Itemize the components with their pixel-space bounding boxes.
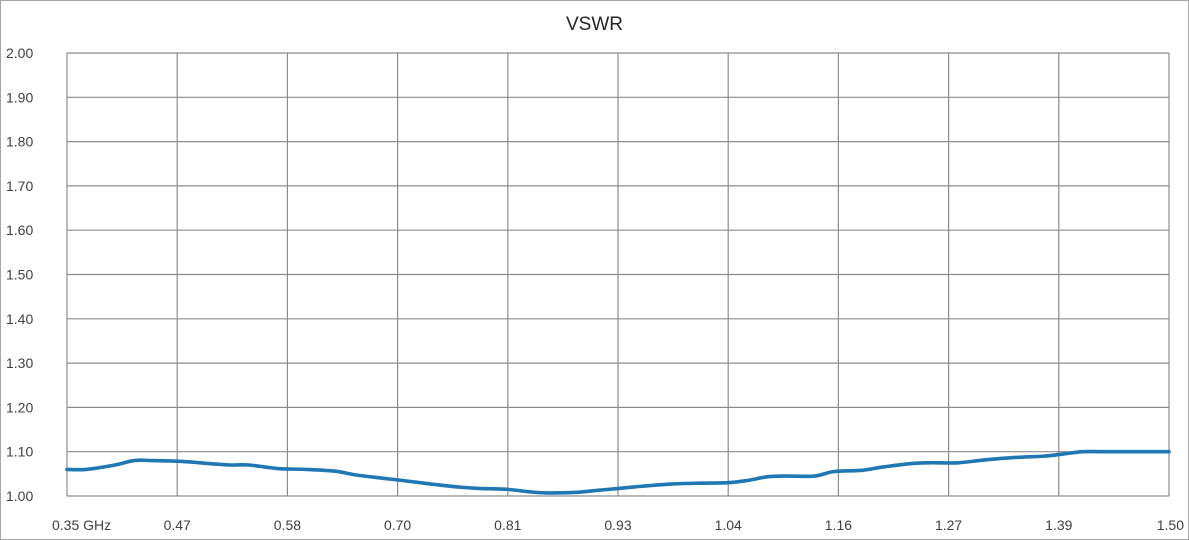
chart-title: VSWR [566,14,623,35]
y-tick-label: 1.40 [6,311,33,327]
x-tick-label: 1.50 [1157,517,1184,533]
grid [66,52,1170,497]
y-tick-label: 1.90 [6,89,33,105]
y-tick-label: 1.70 [6,178,33,194]
y-tick-label: 1.20 [6,399,33,415]
series-group [65,449,1171,495]
y-tick-label: 1.00 [6,488,33,504]
x-tick-label: 1.16 [825,517,852,533]
x-tick-label: 0.35 GHz [52,517,111,533]
x-tick-label: 0.47 [164,517,191,533]
y-tick-label: 1.80 [6,134,33,150]
y-tick-label: 1.50 [6,267,33,283]
x-tick-label: 0.93 [604,517,631,533]
x-tick-label: 0.81 [494,517,521,533]
y-tick-label: 2.00 [6,45,33,61]
y-axis-ticks: 1.00 1.10 1.20 1.30 1.40 1.50 1.60 1.70 1.80 1.90… [6,45,33,504]
y-tick-label: 1.30 [6,355,33,371]
vswr-series-line [65,449,1171,495]
x-tick-label: 0.70 [384,517,411,533]
y-tick-label: 1.10 [6,444,33,460]
x-axis-ticks: 0.35 GHz 0.47 0.58 0.70 0.81 0.93 1.04 1.16 1.27… [52,517,1184,533]
x-tick-label: 1.27 [935,517,962,533]
x-tick-label: 0.58 [274,517,301,533]
x-tick-label: 1.04 [715,517,742,533]
y-tick-label: 1.60 [6,222,33,238]
x-tick-label: 1.39 [1045,517,1072,533]
